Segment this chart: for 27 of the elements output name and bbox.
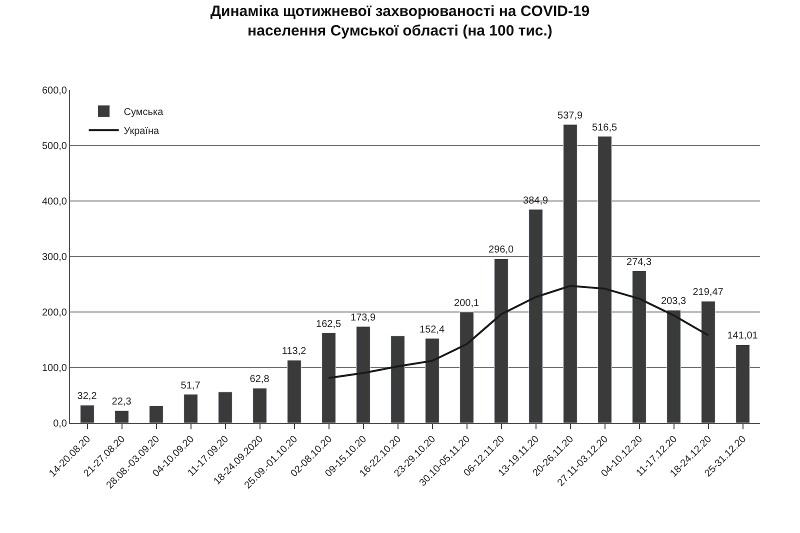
y-tick-label: 400,0 bbox=[42, 196, 68, 208]
data-label: 219,47 bbox=[692, 287, 724, 298]
data-label: 51,7 bbox=[180, 380, 201, 392]
y-tick-label: 500,0 bbox=[42, 141, 68, 152]
data-label: 537,9 bbox=[558, 110, 583, 122]
data-label: 173,9 bbox=[350, 312, 376, 324]
data-label: 113,2 bbox=[282, 346, 307, 358]
data-label: 62,8 bbox=[250, 374, 270, 386]
data-label: 200,1 bbox=[454, 298, 480, 309]
data-label: 141,01 bbox=[727, 330, 758, 342]
data-label: 203,3 bbox=[661, 296, 686, 308]
chart-subtitle: населення Сумської області (на 100 тис.) bbox=[248, 22, 552, 40]
y-tick-label: 0,0 bbox=[53, 418, 68, 430]
data-label: 32,2 bbox=[77, 391, 98, 402]
y-tick-label: 600,0 bbox=[42, 86, 68, 96]
data-label: 152,4 bbox=[420, 324, 445, 336]
y-tick-label: 200,0 bbox=[42, 308, 68, 318]
data-label: 296,0 bbox=[488, 244, 514, 256]
data-label: 22,3 bbox=[112, 396, 132, 408]
y-tick-label: 100,0 bbox=[42, 363, 68, 374]
legend-label: Україна bbox=[124, 126, 160, 138]
data-label: 162,5 bbox=[316, 318, 342, 330]
data-label: 516,5 bbox=[592, 122, 618, 134]
legend-label: Сумська bbox=[124, 107, 164, 118]
data-label: 274,3 bbox=[626, 256, 652, 268]
y-tick-label: 300,0 bbox=[42, 252, 68, 263]
chart-title: Динаміка щотижневої захворюваності на COVID-19 bbox=[210, 2, 590, 20]
